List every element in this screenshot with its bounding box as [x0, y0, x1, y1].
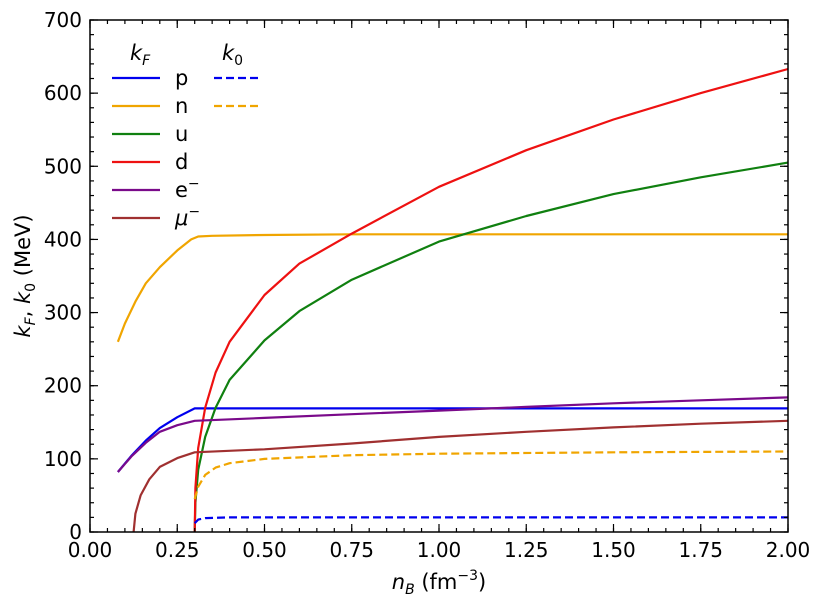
plot-frame [89, 19, 789, 533]
series-line-kf-u [193, 161, 789, 533]
series-line-kf-mu [132, 419, 789, 533]
legend-label-p: p [175, 66, 188, 90]
legend-header-kf: kF [130, 41, 151, 69]
x-tick-label: 1.75 [678, 538, 723, 562]
y-axis-label: kF, k0 (MeV) [11, 214, 39, 337]
y-tick-label: 400 [44, 227, 82, 251]
y-tick-label: 0 [69, 520, 82, 544]
series-line-k0-n [193, 450, 789, 500]
series-line-kf-d [193, 67, 789, 533]
series-line-kf-n [116, 233, 788, 343]
legend-label-n: n [175, 94, 188, 118]
x-tick-label: 1.00 [417, 538, 462, 562]
x-tick-label: 2.00 [766, 538, 811, 562]
x-tick-label: 1.25 [504, 538, 549, 562]
legend-label-e: e− [175, 176, 200, 202]
y-tick-label: 500 [44, 154, 82, 178]
legend-label-d: d [175, 150, 188, 174]
y-tick-label: 200 [44, 374, 82, 398]
x-tick-label: 1.50 [591, 538, 636, 562]
y-tick-label: 100 [44, 447, 82, 471]
legend-label-u: u [175, 122, 188, 146]
series-line-kf-p [117, 407, 788, 473]
x-tick-label: 0.75 [329, 538, 374, 562]
series-line-k0-p [193, 516, 788, 524]
x-axis-label: nB (fm−3) [392, 568, 486, 598]
legend-header-k0: k0 [222, 41, 243, 69]
y-tick-label: 600 [44, 81, 82, 105]
series-layer [116, 67, 789, 533]
legend-label-mu: μ− [174, 204, 200, 230]
y-tick-label: 300 [44, 301, 82, 325]
x-tick-label: 0.00 [68, 538, 113, 562]
x-tick-label: 0.50 [242, 538, 287, 562]
legend: kF k0 p n u d e− μ− [112, 41, 262, 230]
x-tick-label: 0.25 [155, 538, 200, 562]
series-line-kf-e [117, 396, 789, 473]
y-tick-label: 700 [44, 8, 82, 32]
